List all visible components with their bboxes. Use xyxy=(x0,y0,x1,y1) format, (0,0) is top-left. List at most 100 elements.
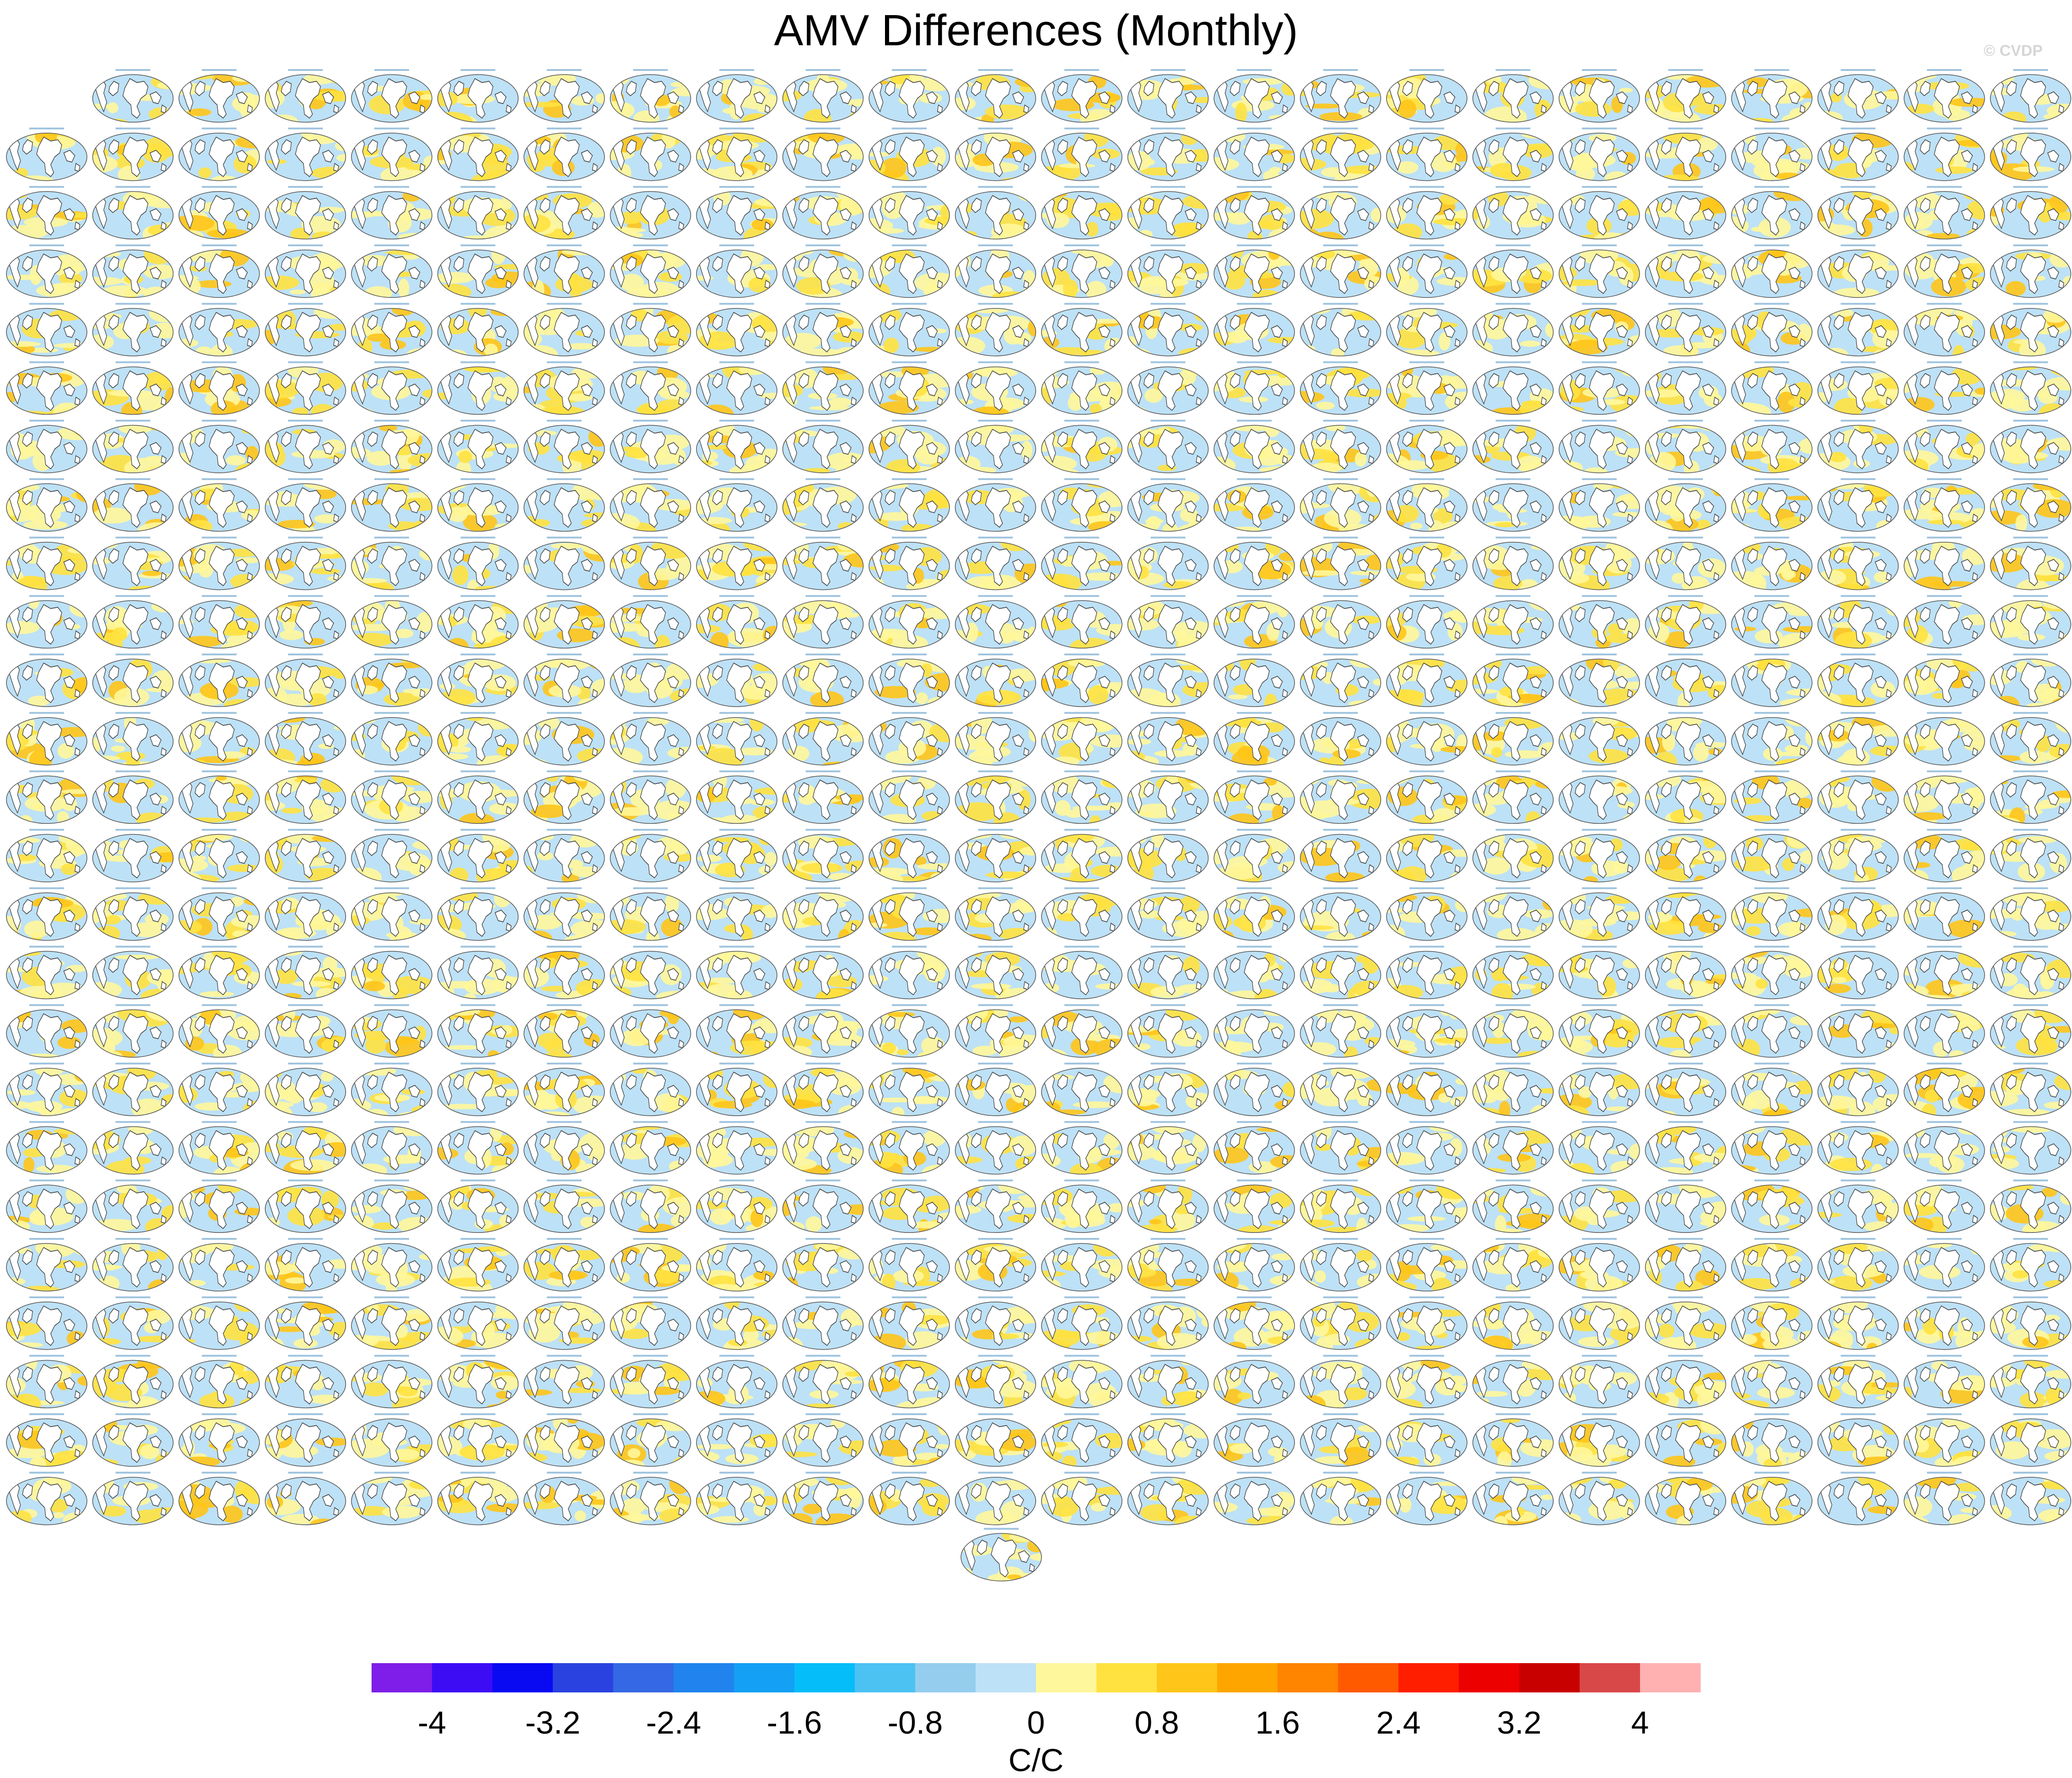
map-panel xyxy=(610,69,691,123)
map-panel xyxy=(610,829,691,882)
map-panel xyxy=(1300,420,1381,473)
map-panel xyxy=(1990,244,2072,298)
map-panel xyxy=(523,829,605,882)
map-panel xyxy=(1817,595,1899,649)
map-panel xyxy=(178,770,260,824)
colorbar-box xyxy=(1338,1663,1399,1692)
map-panel xyxy=(782,770,864,824)
map-panel xyxy=(955,595,1036,649)
map-panel xyxy=(178,361,260,415)
map-panel xyxy=(1559,536,1640,590)
map-panel xyxy=(264,887,346,941)
chart-title: AMV Differences (Monthly) xyxy=(774,6,1298,55)
map-panel xyxy=(523,654,605,707)
colorbar-tick-label: 0.8 xyxy=(1134,1705,1179,1740)
map-panel xyxy=(1731,829,1813,882)
map-panel xyxy=(1645,712,1727,766)
map-panel xyxy=(1127,595,1209,649)
map-panel xyxy=(6,478,87,532)
copyright-label: © CVDP xyxy=(1984,42,2043,59)
map-panel xyxy=(92,595,174,649)
map-panel xyxy=(1127,654,1209,707)
map-panel xyxy=(955,770,1036,824)
map-panel xyxy=(1904,69,1985,123)
map-panel xyxy=(1386,127,1468,181)
colorbar-units-label: C/C xyxy=(1009,1742,1064,1778)
colorbar-box xyxy=(1217,1663,1278,1692)
map-panel xyxy=(782,127,864,181)
map-panel xyxy=(1731,244,1813,298)
map-panel xyxy=(1817,186,1899,240)
colorbar-tick-label: 3.2 xyxy=(1497,1705,1541,1740)
map-panel xyxy=(1300,887,1381,941)
map-panel xyxy=(610,478,691,532)
map-panel xyxy=(1300,127,1381,181)
map-panel xyxy=(437,478,519,532)
map-panel xyxy=(1472,127,1554,181)
map-panel xyxy=(1645,420,1727,473)
map-panel xyxy=(1214,654,1295,707)
map-panel xyxy=(610,186,691,240)
map-panel xyxy=(1041,654,1122,707)
map-panel xyxy=(92,536,174,590)
map-panel xyxy=(523,478,605,532)
map-panel xyxy=(1559,654,1640,707)
map-panel xyxy=(1731,361,1813,415)
colorbar-box xyxy=(1519,1663,1580,1692)
map-panel xyxy=(1904,712,1985,766)
map-panel xyxy=(1127,478,1209,532)
map-panel xyxy=(1645,829,1727,882)
map-panel xyxy=(1731,303,1813,357)
map-panel xyxy=(1127,127,1209,181)
map-panel xyxy=(869,361,950,415)
map-panel xyxy=(1472,712,1554,766)
map-panel xyxy=(264,536,346,590)
map-panel xyxy=(264,654,346,707)
map-panel xyxy=(351,770,432,824)
colorbar-tick-label: -0.8 xyxy=(888,1705,943,1740)
colorbar-tick-label: 0 xyxy=(1027,1705,1045,1740)
map-panel xyxy=(1817,654,1899,707)
map-panel xyxy=(1472,829,1554,882)
map-panel xyxy=(1300,303,1381,357)
map-panel xyxy=(1041,712,1122,766)
colorbar-tick-label: 4 xyxy=(1631,1705,1649,1740)
colorbar-box xyxy=(432,1663,493,1692)
map-panel xyxy=(1904,536,1985,590)
map-panel xyxy=(6,829,87,882)
map-panel xyxy=(869,887,950,941)
colorbar-tick-label: 1.6 xyxy=(1255,1705,1300,1740)
colorbar-tick-label: -2.4 xyxy=(646,1705,701,1740)
map-panel xyxy=(1041,478,1122,532)
map-panel xyxy=(782,361,864,415)
map-panel xyxy=(610,361,691,415)
map-panel xyxy=(869,303,950,357)
map-panel xyxy=(437,829,519,882)
map-panel xyxy=(1990,770,2072,824)
map-panel xyxy=(6,536,87,590)
map-panel xyxy=(1645,303,1727,357)
map-panel xyxy=(1386,536,1468,590)
map-panel xyxy=(1472,478,1554,532)
map-panel xyxy=(1990,536,2072,590)
map-panel xyxy=(955,654,1036,707)
map-panel xyxy=(1300,712,1381,766)
map-panel xyxy=(1041,595,1122,649)
map-panel xyxy=(1300,595,1381,649)
map-panel xyxy=(1041,127,1122,181)
map-panel xyxy=(782,478,864,532)
map-panel xyxy=(1386,244,1468,298)
colorbar-box xyxy=(1278,1663,1338,1692)
map-panel xyxy=(610,887,691,941)
map-panel xyxy=(92,712,174,766)
map-panel xyxy=(351,303,432,357)
map-panel xyxy=(782,829,864,882)
map-panel xyxy=(1472,536,1554,590)
map-panel xyxy=(955,478,1036,532)
map-panel xyxy=(1127,536,1209,590)
colorbar-box xyxy=(734,1663,795,1692)
map-panel xyxy=(437,536,519,590)
map-panel xyxy=(1127,186,1209,240)
